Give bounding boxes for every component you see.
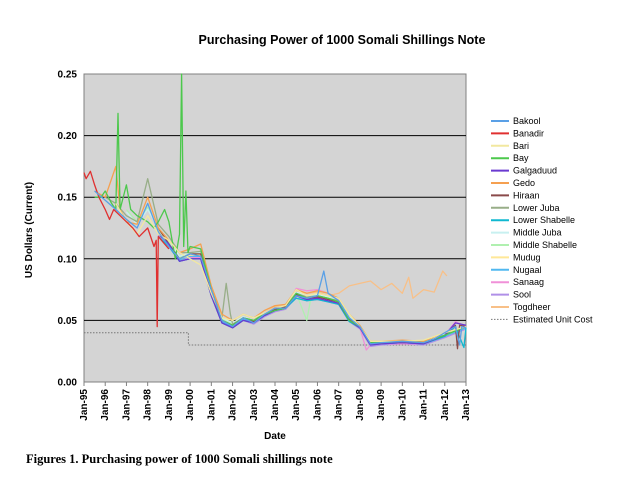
y-tick-label: 0.20 [58, 131, 78, 142]
figure-caption: Figures 1. Purchasing power of 1000 Soma… [26, 452, 333, 466]
series-lines [83, 73, 467, 351]
legend-label: Bari [513, 141, 529, 151]
legend-label: Hiraan [513, 190, 540, 200]
series-line-banadir [83, 170, 170, 328]
legend-label: Lower Juba [513, 203, 560, 213]
x-tick-label: Jan-06 [312, 389, 323, 421]
x-tick-label: Jan-11 [419, 389, 430, 421]
x-tick-label: Jan-13 [461, 389, 472, 421]
legend-label: Nugaal [513, 265, 542, 275]
legend-label: Bay [513, 153, 529, 163]
legend-label: Galgaduud [513, 166, 557, 176]
x-tick-label: Jan-96 [100, 389, 111, 421]
x-tick-label: Jan-97 [121, 389, 132, 421]
series-line-bakool [94, 190, 467, 346]
x-tick-label: Jan-07 [334, 389, 345, 421]
x-tick-label: Jan-03 [249, 389, 260, 421]
series-line-estimated-unit-cost [84, 332, 466, 346]
x-tick-label: Jan-09 [376, 389, 387, 421]
legend-label: Togdheer [513, 302, 551, 312]
legend: Bakool Banadir Bari Bay Galgaduud Gedo Hiraan L… [491, 116, 593, 324]
legend-label: Bakool [513, 116, 541, 126]
legend-label: Lower Shabelle [513, 215, 575, 225]
x-tick-label: Jan-95 [79, 389, 90, 421]
y-tick-label: 0.05 [58, 316, 78, 327]
series-line-bay [94, 73, 467, 344]
legend-label: Estimated Unit Cost [513, 314, 593, 324]
y-tick-label: 0.00 [58, 378, 78, 389]
x-tick-label: Jan-04 [270, 389, 281, 421]
y-tick-label: 0.10 [58, 254, 78, 265]
y-tick-label: 0.25 [58, 70, 78, 81]
legend-label: Banadir [513, 128, 544, 138]
legend-label: Sool [513, 290, 531, 300]
x-tick-label: Jan-02 [228, 389, 239, 421]
legend-label: Sanaag [513, 277, 544, 287]
y-tick-label: 0.15 [58, 193, 78, 204]
x-axis-title: Date [264, 431, 286, 442]
y-tick-labels: 0.00 0.05 0.10 0.15 0.20 0.25 [58, 70, 78, 389]
x-tick-label: Jan-00 [185, 389, 196, 421]
chart-title: Purchasing Power of 1000 Somali Shilling… [199, 33, 486, 47]
x-tick-label: Jan-01 [206, 389, 217, 421]
x-tick-labels: Jan-95 Jan-96 Jan-97 Jan-98 Jan-99 Jan-00 Jan-… [79, 382, 472, 421]
legend-label: Middle Juba [513, 228, 562, 238]
x-tick-label: Jan-08 [355, 389, 366, 421]
x-tick-label: Jan-98 [143, 389, 154, 421]
legend-label: Middle Shabelle [513, 240, 577, 250]
x-tick-label: Jan-05 [291, 389, 302, 421]
x-tick-label: Jan-12 [440, 389, 451, 421]
legend-label: Gedo [513, 178, 535, 188]
y-axis-title: US Dollars (Current) [24, 182, 35, 278]
x-tick-label: Jan-10 [397, 389, 408, 421]
legend-label: Mudug [513, 252, 541, 262]
x-tick-label: Jan-99 [164, 389, 175, 421]
